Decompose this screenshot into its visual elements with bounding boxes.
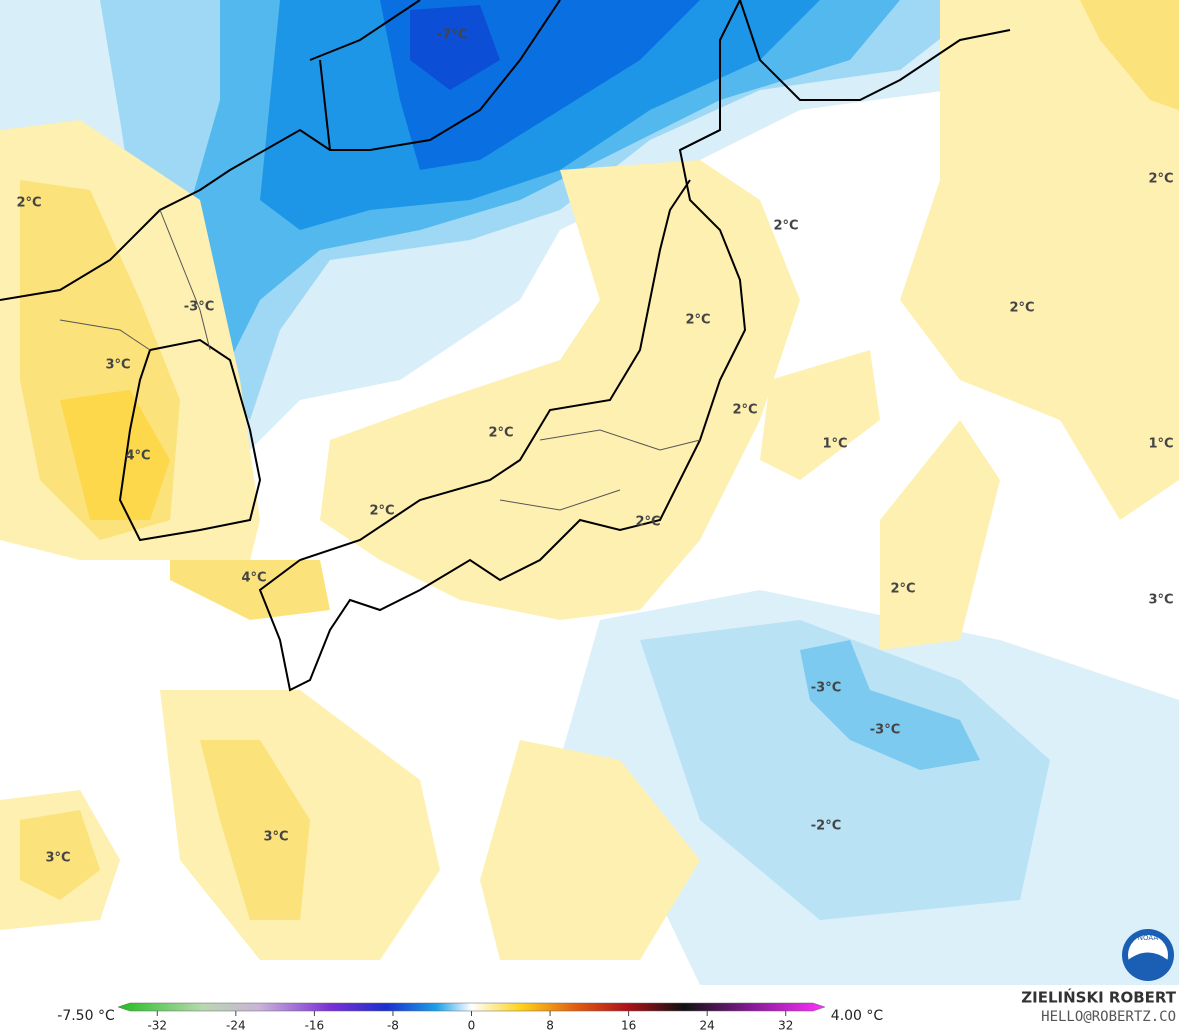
colorbar-tick-label: 32 [778,1019,793,1033]
contour-label: 2°C [488,426,513,441]
contour-label: 2°C [1009,301,1034,316]
contour-label: -3°C [870,723,900,738]
colorbar-tick-label: 24 [700,1019,715,1033]
contour-label: 3°C [263,830,288,845]
contour-label: 1°C [1148,437,1173,452]
contour-label: 3°C [105,358,130,373]
contour-label: 2°C [16,196,41,211]
colorbar: -7.50 °C 4.00 °C -32 -24 -16 -8 0 8 16 24 32 [57,1002,884,1033]
map [0,0,1179,985]
contour-label: -2°C [811,819,841,834]
colorbar-min-label: -7.50 °C [57,1008,115,1024]
colorbar-tick-label: -32 [147,1019,167,1033]
credit-name: ZIELIŃSKI ROBERT [1021,988,1176,1007]
contour-label: 4°C [241,571,266,586]
noaa-logo: NOAA [1122,929,1174,981]
colorbar-tick-label: -8 [387,1019,399,1033]
logo-text: NOAA [1138,934,1159,942]
contour-label: -7°C [437,28,467,43]
contour-label: 2°C [635,515,660,530]
contour-label: 3°C [45,851,70,866]
contour-label: 1°C [822,437,847,452]
contour-label: -3°C [811,681,841,696]
contour-label: 2°C [369,504,394,519]
colorbar-tick-label: -24 [226,1019,246,1033]
contour-label: 3°C [1148,593,1173,608]
credit-email: HELLO@ROBERTZ.CO [1041,1009,1176,1025]
colorbar-tick-label: 0 [468,1019,476,1033]
colorbar-tick-label: -16 [305,1019,325,1033]
contour-label: 2°C [773,219,798,234]
contour-label: 4°C [125,449,150,464]
contour-label: 2°C [732,403,757,418]
colorbar-ramp [117,1002,826,1012]
contour-label: -3°C [184,300,214,315]
colorbar-tick-label: 8 [546,1019,554,1033]
contour-label: 2°C [890,582,915,597]
colorbar-max-label: 4.00 °C [831,1008,884,1024]
colorbar-tick-label: 16 [621,1019,636,1033]
contour-label: 2°C [685,313,710,328]
contour-label: 2°C [1148,172,1173,187]
